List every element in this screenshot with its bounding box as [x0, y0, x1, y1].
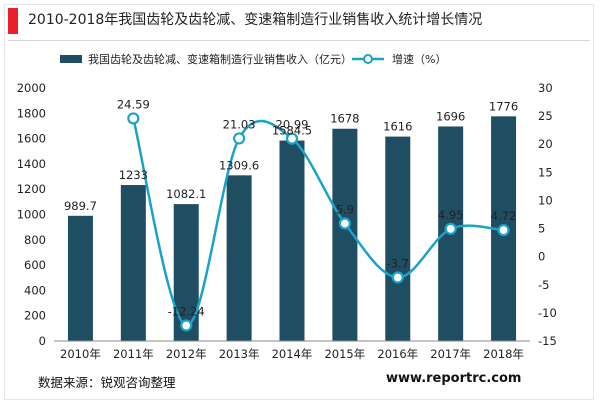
y-right-tick-label: 30	[538, 81, 553, 95]
legend-label-line: 增速（%）	[392, 52, 446, 66]
bar-value-label: 1696	[436, 109, 465, 123]
y-left-tick-label: 1600	[17, 132, 46, 146]
title-divider	[8, 40, 590, 41]
bar-value-label: 1616	[383, 120, 412, 134]
bar-value-label: 1584.5	[272, 124, 312, 138]
chart-title: 2010-2018年我国齿轮及齿轮减、变速箱制造行业销售收入统计增长情况	[28, 12, 483, 28]
growth-point-6	[391, 271, 404, 284]
bar-0	[67, 215, 93, 341]
legend-swatch-marker	[363, 54, 373, 64]
y-right-tick-label: 0	[538, 250, 545, 264]
bar-value-label: 1678	[330, 112, 359, 126]
bar-value-label: 989.7	[64, 199, 97, 213]
growth-value-label: 20.99	[276, 118, 309, 132]
growth-point-8	[497, 224, 510, 237]
y-right-tick-label: -5	[538, 278, 549, 292]
legend-swatch-bar	[60, 55, 82, 63]
x-tick-label: 2010年	[60, 347, 101, 361]
website-label: www.reportrc.com	[386, 371, 522, 386]
growth-value-label: 4.95	[438, 208, 464, 222]
y-right-tick-label: -15	[538, 334, 557, 348]
y-left-tick-label: 400	[24, 283, 46, 297]
y-left-tick-label: 200	[24, 309, 46, 323]
growth-point-4	[285, 132, 299, 145]
x-tick-label: 2011年	[113, 347, 154, 361]
growth-point-1	[127, 112, 140, 125]
bar-value-label: 1082.1	[166, 187, 206, 201]
growth-point-2	[180, 319, 193, 332]
growth-value-label: 4.72	[491, 209, 517, 223]
growth-value-label: 21.03	[223, 117, 256, 131]
x-tick-label: 2017年	[430, 347, 471, 361]
y-left-tick-label: 800	[24, 233, 46, 247]
y-left-tick-label: 2000	[17, 81, 46, 95]
growth-point-5	[338, 217, 351, 230]
title-accent-bar	[8, 8, 18, 34]
bar-3	[226, 175, 252, 341]
y-right-tick-label: 5	[538, 222, 545, 236]
bar-6	[385, 136, 411, 341]
x-tick-label: 2013年	[219, 347, 260, 361]
growth-value-label: -3.7	[387, 256, 409, 270]
x-tick-label: 2015年	[324, 347, 365, 361]
y-left-tick-label: 0	[39, 334, 46, 348]
y-left-tick-label: 1800	[17, 106, 46, 120]
y-right-tick-label: 20	[538, 137, 553, 151]
bar-value-label: 1309.6	[219, 158, 259, 172]
y-left-tick-label: 1000	[17, 208, 46, 222]
x-tick-label: 2012年	[166, 347, 207, 361]
bar-1	[120, 185, 146, 341]
growth-value-label: -12.24	[168, 304, 205, 318]
growth-point-3	[233, 132, 246, 145]
y-left-tick-label: 1400	[17, 157, 46, 171]
bar-value-label: 1776	[489, 99, 518, 113]
y-right-tick-label: -10	[538, 306, 557, 320]
data-source-note: 数据来源：锐观咨询整理	[38, 375, 176, 390]
y-left-tick-label: 1200	[17, 182, 46, 196]
growth-value-label: 24.59	[117, 97, 150, 111]
y-left-tick-label: 600	[24, 258, 46, 272]
x-tick-label: 2014年	[272, 347, 313, 361]
growth-value-label: 5.9	[336, 202, 354, 216]
bar-value-label: 1233	[119, 168, 148, 182]
bar-4	[279, 140, 305, 341]
legend-label-bar: 我国齿轮及齿轮减、变速箱制造行业销售收入（亿元）	[88, 52, 352, 66]
y-right-tick-label: 15	[538, 165, 553, 179]
y-right-tick-label: 25	[538, 109, 553, 123]
y-right-tick-label: 10	[538, 193, 553, 207]
x-tick-label: 2018年	[483, 347, 524, 361]
x-tick-label: 2016年	[377, 347, 418, 361]
growth-point-7	[444, 222, 457, 235]
